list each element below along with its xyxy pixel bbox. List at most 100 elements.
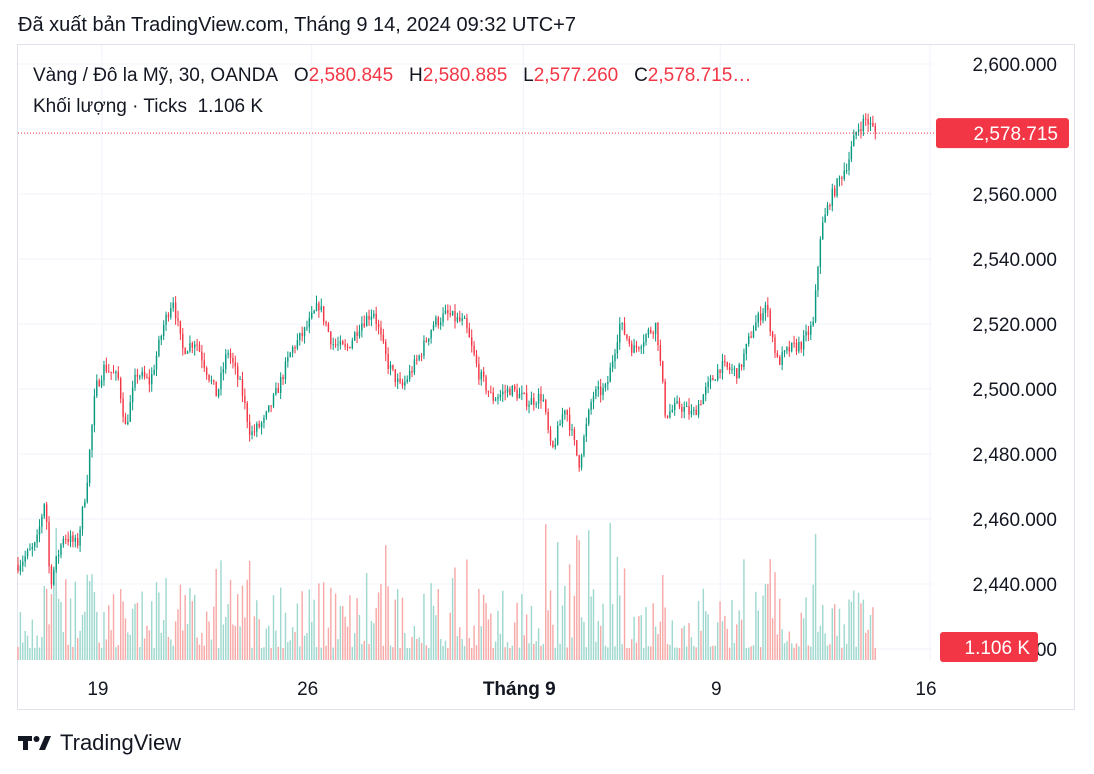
candle-body	[547, 411, 549, 430]
volume-bar	[373, 623, 375, 660]
volume-bar	[29, 647, 31, 660]
volume-bar	[614, 646, 616, 660]
volume-bar	[602, 603, 604, 660]
candle-body	[103, 364, 105, 381]
volume-bar	[117, 645, 120, 660]
volume-bar	[88, 581, 91, 660]
candle-body	[19, 565, 22, 571]
volume-bar	[236, 594, 239, 660]
volume-label[interactable]: Khối lượng · Ticks	[33, 96, 188, 117]
candle-body	[545, 400, 547, 412]
volume-bar	[700, 630, 702, 660]
candle-body	[272, 394, 275, 407]
candle-body	[306, 327, 308, 329]
candle-body	[184, 348, 186, 354]
candle-body	[669, 411, 671, 418]
candle-body	[122, 398, 124, 417]
candle-body	[678, 401, 681, 407]
candle-body	[332, 344, 334, 346]
candle-body	[695, 409, 697, 416]
candle-body	[779, 356, 781, 365]
volume-bar	[308, 589, 311, 660]
candle-body	[807, 331, 810, 335]
volume-bar	[473, 625, 475, 660]
brand[interactable]: TradingView	[18, 730, 181, 756]
candle-body	[263, 417, 265, 423]
volume-bar	[716, 622, 719, 660]
candle-body	[375, 313, 377, 324]
volume-bar	[647, 646, 650, 660]
volume-bar	[291, 627, 294, 660]
volume-bar	[630, 639, 633, 660]
candle-body	[88, 450, 91, 483]
candle-body	[671, 409, 674, 412]
volume-bar	[442, 646, 444, 660]
candle-body	[203, 360, 205, 368]
volume-bar	[189, 587, 191, 660]
volume-bar	[428, 647, 430, 660]
volume-bar	[872, 607, 874, 660]
candle-body	[590, 402, 592, 410]
candle-body	[812, 321, 814, 326]
volume-bar	[268, 625, 270, 660]
candle-body	[65, 538, 67, 540]
candle-body	[597, 386, 599, 390]
candle-body	[709, 378, 712, 382]
volume-bar	[463, 645, 466, 660]
volume-bar	[800, 612, 802, 660]
volume-bar	[158, 592, 160, 660]
volume-bar	[174, 621, 177, 660]
candle-body	[602, 387, 604, 396]
candle-body	[299, 333, 301, 341]
candle-body	[728, 367, 731, 370]
volume-bar	[664, 607, 666, 660]
candle-body	[826, 205, 829, 215]
volume-bar	[196, 637, 198, 660]
volume-bar	[41, 636, 43, 660]
volume-bar	[363, 640, 365, 660]
volume-bar	[549, 590, 552, 660]
volume-bar	[874, 647, 876, 660]
candle-body	[611, 361, 614, 368]
candle-body	[418, 355, 420, 360]
volume-bar	[225, 617, 227, 660]
volume-bar	[826, 645, 829, 660]
candle-body	[361, 323, 363, 331]
candle-body	[220, 372, 222, 390]
candle-body	[757, 313, 759, 323]
volume-bar	[506, 642, 509, 660]
volume-bar	[139, 647, 141, 660]
candle-body	[724, 360, 726, 363]
y-tick-label: 2,600.000	[972, 55, 1057, 76]
candle-body	[482, 371, 485, 377]
candle-body	[714, 379, 717, 381]
candle-body	[841, 177, 843, 179]
volume-bar	[279, 587, 282, 660]
chart-frame[interactable]	[17, 44, 1075, 710]
volume-bar	[408, 647, 411, 660]
candle-body	[456, 317, 459, 322]
candle-body	[428, 338, 430, 342]
candle-body	[251, 431, 253, 436]
volume-bar	[399, 647, 401, 660]
candle-body	[518, 393, 521, 399]
volume-bar	[848, 599, 850, 660]
candle-body	[673, 403, 676, 410]
volume-bar	[182, 630, 184, 660]
candle-body	[370, 316, 373, 320]
open-label: O	[293, 65, 309, 86]
volume-bar	[167, 636, 170, 660]
y-tick-label: 2,540.000	[972, 250, 1057, 271]
volume-bar	[490, 613, 492, 660]
volume-bar	[155, 582, 158, 660]
volume-bar	[705, 611, 707, 660]
candle-body	[291, 347, 294, 353]
symbol-label[interactable]: Vàng / Đô la Mỹ, 30, OANDA	[33, 65, 278, 86]
candle-body	[241, 378, 244, 397]
candle-body	[645, 334, 647, 343]
volume-bar	[127, 632, 129, 660]
volume-bar	[790, 643, 793, 660]
volume-bar	[215, 568, 217, 660]
volume-bar	[559, 643, 561, 660]
